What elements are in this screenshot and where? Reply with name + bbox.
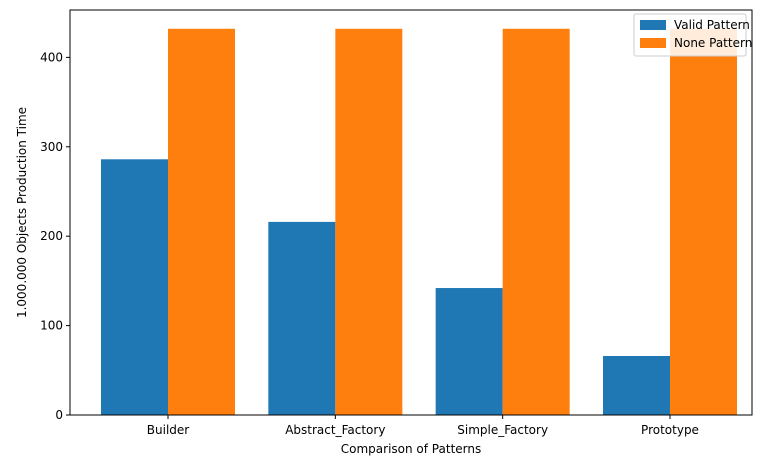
legend-swatch-valid-pattern: [640, 20, 666, 30]
x-tick-label: Abstract_Factory: [285, 423, 385, 437]
legend-label-valid-pattern: Valid Pattern: [674, 18, 750, 32]
y-tick-label: 200: [40, 229, 63, 243]
legend: Valid Pattern None Pattern: [633, 13, 752, 57]
bar-none-pattern-prototype: [670, 28, 737, 415]
bar-none-pattern-simple_factory: [502, 28, 570, 415]
plot-frame: [69, 9, 753, 416]
x-tick-label: Builder: [147, 423, 190, 437]
x-tick-label: Simple_Factory: [457, 423, 548, 437]
x-axis-label: Comparison of Patterns: [341, 442, 481, 456]
y-tick-label: 300: [40, 140, 63, 154]
y-tick-label: 400: [40, 50, 63, 64]
y-axis-label: 1.000.000 Objects Production Time: [15, 107, 29, 318]
x-axis-ticks: Builder Abstract_Factory Simple_Factory Pro…: [147, 415, 699, 437]
y-tick-label: 100: [40, 319, 63, 333]
bar-valid-pattern-abstract_factory: [268, 221, 336, 415]
bar-valid-pattern-builder: [101, 159, 168, 415]
legend-swatch-none-pattern: [640, 38, 666, 48]
bar-none-pattern-abstract_factory: [335, 28, 403, 415]
bar-none-pattern-builder: [168, 28, 235, 415]
y-tick-label: 0: [55, 408, 63, 422]
x-tick-label: Prototype: [641, 423, 699, 437]
legend-label-none-pattern: None Pattern: [674, 36, 752, 50]
bar-valid-pattern-prototype: [603, 355, 670, 415]
bar-valid-pattern-simple_factory: [435, 288, 503, 415]
bars-layer: [101, 28, 737, 415]
y-axis-ticks: 0 100 200 300 400: [40, 50, 70, 422]
